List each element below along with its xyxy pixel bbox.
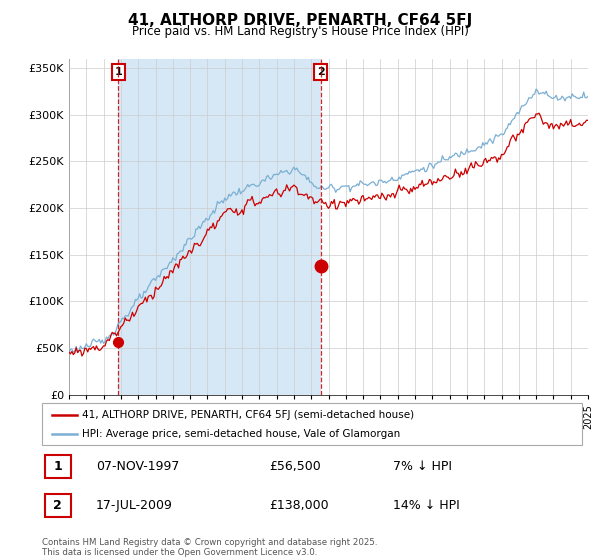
Text: 1: 1: [53, 460, 62, 473]
FancyBboxPatch shape: [45, 455, 71, 478]
Text: 17-JUL-2009: 17-JUL-2009: [96, 499, 173, 512]
Text: Price paid vs. HM Land Registry's House Price Index (HPI): Price paid vs. HM Land Registry's House …: [131, 25, 469, 38]
Text: 14% ↓ HPI: 14% ↓ HPI: [393, 499, 460, 512]
Text: 41, ALTHORP DRIVE, PENARTH, CF64 5FJ: 41, ALTHORP DRIVE, PENARTH, CF64 5FJ: [128, 13, 472, 28]
Text: £56,500: £56,500: [269, 460, 320, 473]
Text: Contains HM Land Registry data © Crown copyright and database right 2025.
This d: Contains HM Land Registry data © Crown c…: [42, 538, 377, 557]
Text: 2: 2: [53, 499, 62, 512]
Text: HPI: Average price, semi-detached house, Vale of Glamorgan: HPI: Average price, semi-detached house,…: [83, 429, 401, 439]
Text: 07-NOV-1997: 07-NOV-1997: [96, 460, 179, 473]
FancyBboxPatch shape: [45, 494, 71, 517]
Text: 1: 1: [115, 67, 122, 77]
FancyBboxPatch shape: [42, 403, 582, 445]
Text: 41, ALTHORP DRIVE, PENARTH, CF64 5FJ (semi-detached house): 41, ALTHORP DRIVE, PENARTH, CF64 5FJ (se…: [83, 409, 415, 419]
Text: 7% ↓ HPI: 7% ↓ HPI: [393, 460, 452, 473]
Text: 2: 2: [317, 67, 325, 77]
Text: £138,000: £138,000: [269, 499, 328, 512]
Bar: [118, 59, 320, 395]
